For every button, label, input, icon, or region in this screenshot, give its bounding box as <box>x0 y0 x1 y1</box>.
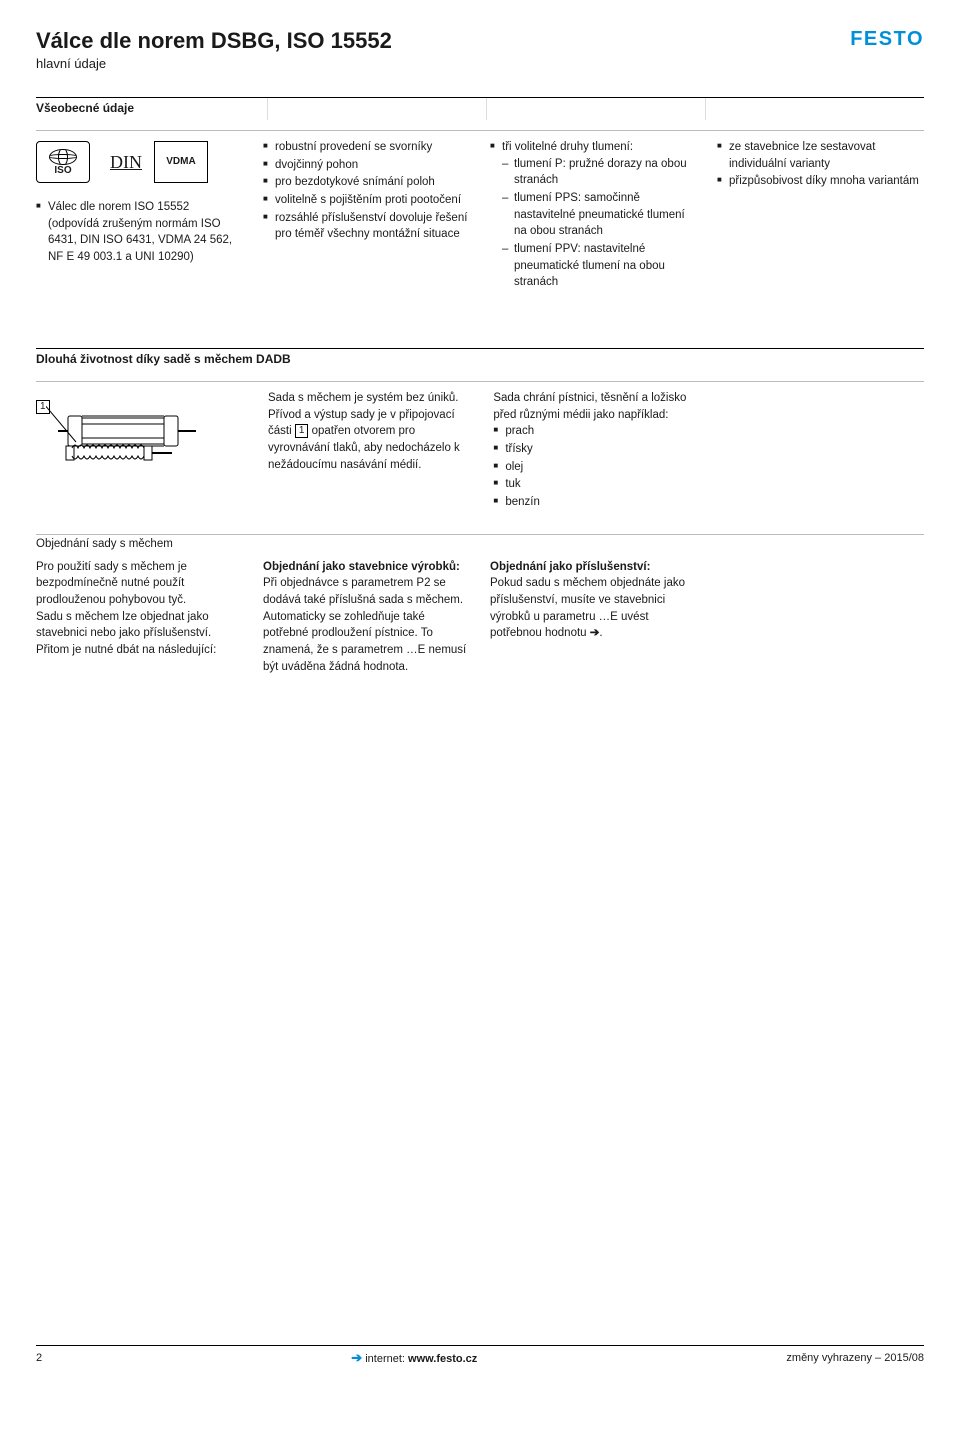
arrow-icon: ➔ <box>590 627 600 639</box>
cushion-item: tlumení PPV: nastavitelné pneumatické tl… <box>502 241 697 291</box>
order-col1: Pro použití sady s měchem je bezpodmíneč… <box>36 559 243 676</box>
section-dadb-body: 1 <box>36 390 924 512</box>
iso-badge-icon: ISO <box>36 141 90 183</box>
dadb-para2-intro: Sada chrání pístnici, těsnění a ložisko … <box>493 390 698 423</box>
order-col2-head: Objednání jako stavebnice výrobků: <box>263 559 470 576</box>
vdma-badge-icon: VDMA <box>154 141 208 183</box>
feature-item: rozsáhlé příslušenství dovoluje řešení p… <box>263 210 470 243</box>
cushion-head: tři volitelné druhy tlumení: tlumení P: … <box>490 139 697 291</box>
footer-revision: změny vyhrazeny – 2015/08 <box>786 1352 924 1364</box>
section-general-bar: Všeobecné údaje <box>36 97 924 120</box>
media-item: benzín <box>493 494 698 511</box>
cylinder-with-bellows-icon: 1 <box>36 394 226 484</box>
section-order-body: Pro použití sady s měchem je bezpodmíneč… <box>36 559 924 676</box>
media-item: olej <box>493 459 698 476</box>
cushion-item: tlumení PPS: samočinně nastavitelné pneu… <box>502 190 697 240</box>
page-title: Válce dle norem DSBG, ISO 15552 <box>36 28 392 54</box>
advantage-item: ze stavebnice lze sestavovat individuáln… <box>717 139 924 172</box>
section-general-title: Všeobecné údaje <box>36 98 268 120</box>
page-subtitle: hlavní údaje <box>36 56 924 71</box>
order-col3-head: Objednání jako příslušenství: <box>490 559 697 576</box>
section-dadb-title: Dlouhá životnost díky sadě s měchem DADB <box>36 349 924 371</box>
advantage-item: přizpůsobivost díky mnoha variantám <box>717 173 924 190</box>
feature-item: volitelně s pojištěním proti pootočení <box>263 192 470 209</box>
section-dadb-bar: Dlouhá životnost díky sadě s měchem DADB <box>36 348 924 371</box>
inline-ref-1: 1 <box>295 424 309 438</box>
feature-item: robustní provedení se svorníky <box>263 139 470 156</box>
dadb-para1: Sada s měchem je systém bez úniků. Přívo… <box>268 390 473 512</box>
arrow-icon: ➔ <box>351 1350 362 1365</box>
feature-item: pro bezdotykové snímání poloh <box>263 174 470 191</box>
media-item: prach <box>493 423 698 440</box>
din-label: DIN <box>102 149 142 175</box>
col1-standard-text: Válec dle norem ISO 15552 (odpovídá zruš… <box>36 199 243 266</box>
page-footer: 2 ➔ internet: www.festo.cz změny vyhraze… <box>36 1345 924 1366</box>
footer-internet: ➔ internet: www.festo.cz <box>351 1350 477 1366</box>
feature-item: dvojčinný pohon <box>263 157 470 174</box>
section-general-body: ISO DIN VDMA Válec dle norem ISO 15552 (… <box>36 139 924 292</box>
media-item: tuk <box>493 476 698 493</box>
brand-logo: FESTO <box>850 28 924 51</box>
order-col2-body: Při objednávce s parametrem P2 se dodává… <box>263 575 470 675</box>
page-number: 2 <box>36 1352 42 1364</box>
section-order-title: Objednání sady s měchem <box>36 534 924 553</box>
cushion-item: tlumení P: pružné dorazy na obou stranác… <box>502 156 697 189</box>
media-item: třísky <box>493 441 698 458</box>
order-col3-body: Pokud sadu s měchem objednáte jako přísl… <box>490 575 697 642</box>
